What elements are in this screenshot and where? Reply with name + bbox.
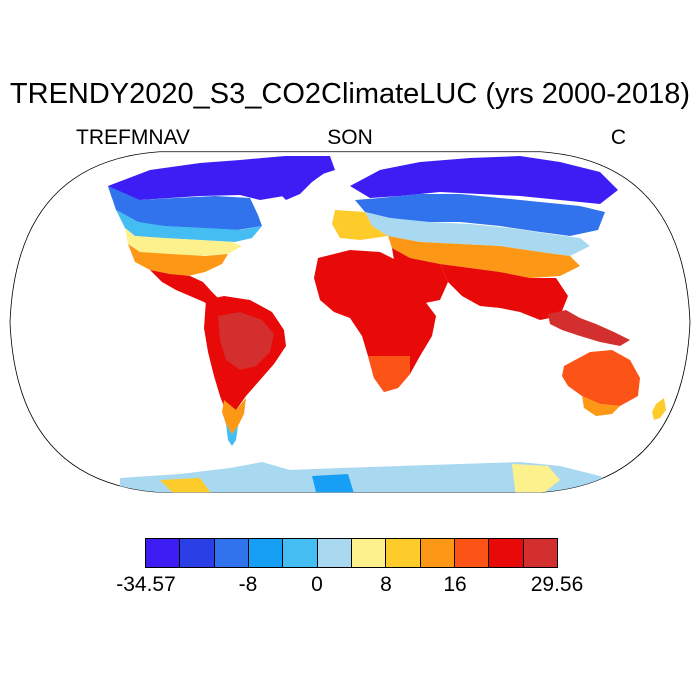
colorbar-swatch — [317, 539, 352, 567]
maritime-continent — [548, 310, 630, 346]
colorbar-swatch — [283, 539, 318, 567]
colorbar-swatch — [386, 539, 421, 567]
units-label: C — [610, 126, 626, 149]
colorbar-swatch — [248, 539, 284, 567]
colorbar-tick-label: 16 — [443, 573, 467, 596]
eurasia-arctic — [350, 156, 618, 204]
colorbar-tick-label: 8 — [380, 573, 392, 596]
south-america-tip — [226, 424, 238, 446]
north-america-mid — [125, 228, 242, 256]
new-zealand — [652, 398, 666, 420]
colorbar-swatch — [180, 539, 215, 567]
asia-midlat — [388, 236, 580, 278]
australia — [562, 350, 640, 406]
south-america-south — [222, 398, 246, 434]
north-america-midnorth — [116, 210, 262, 242]
colorbar-swatch — [420, 539, 455, 567]
north-america-north — [108, 186, 262, 230]
europe-south — [332, 210, 388, 240]
north-america-south — [128, 244, 228, 276]
antarctica-peninsula-warm — [160, 478, 216, 493]
map-title: TRENDY2020_S3_CO2ClimateLUC (yrs 2000-20… — [9, 78, 691, 110]
australia-south — [582, 396, 620, 416]
greenland — [262, 157, 330, 200]
africa-south — [368, 356, 410, 392]
colorbar-tick-label: -8 — [238, 573, 258, 596]
antarctica-east-warm — [512, 464, 560, 493]
eurasia-central — [365, 212, 590, 256]
south-america-core — [218, 312, 274, 370]
colorbar-swatch — [146, 539, 181, 567]
eurasia-north — [355, 194, 605, 236]
colorbar-tick-label: -34.57 — [116, 573, 176, 596]
variable-label: TREFMNAV — [76, 126, 190, 149]
colorbar-tick-label: 29.56 — [530, 573, 584, 596]
colorbar-tick-label: 0 — [311, 573, 323, 596]
colorbar-swatch — [454, 539, 490, 567]
colorbar-swatch — [523, 539, 557, 567]
antarctica — [120, 462, 620, 493]
asia-south — [440, 264, 568, 320]
colorbar-swatch — [489, 539, 524, 567]
antarctica-ice-shelf — [312, 474, 356, 493]
colorbar-swatch — [351, 539, 387, 567]
colorbar — [145, 538, 558, 568]
colorbar-swatch — [214, 539, 249, 567]
season-label: SON — [327, 126, 373, 149]
